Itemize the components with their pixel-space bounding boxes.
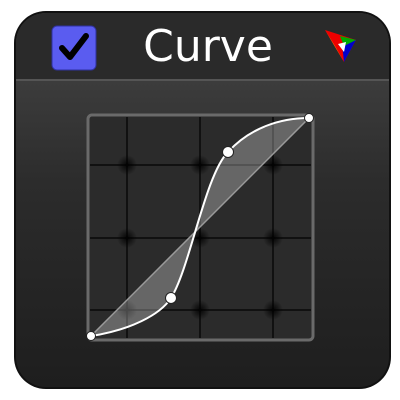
node-title: Curve xyxy=(143,21,273,72)
control-point[interactable] xyxy=(222,146,234,158)
control-point[interactable] xyxy=(165,292,177,304)
control-point[interactable] xyxy=(304,113,314,123)
identity-line xyxy=(90,117,310,337)
curve-line xyxy=(90,117,310,337)
control-point[interactable] xyxy=(86,331,96,341)
enable-checkbox[interactable] xyxy=(51,25,97,71)
graph-grid xyxy=(90,117,311,338)
color-icon[interactable] xyxy=(325,30,356,62)
